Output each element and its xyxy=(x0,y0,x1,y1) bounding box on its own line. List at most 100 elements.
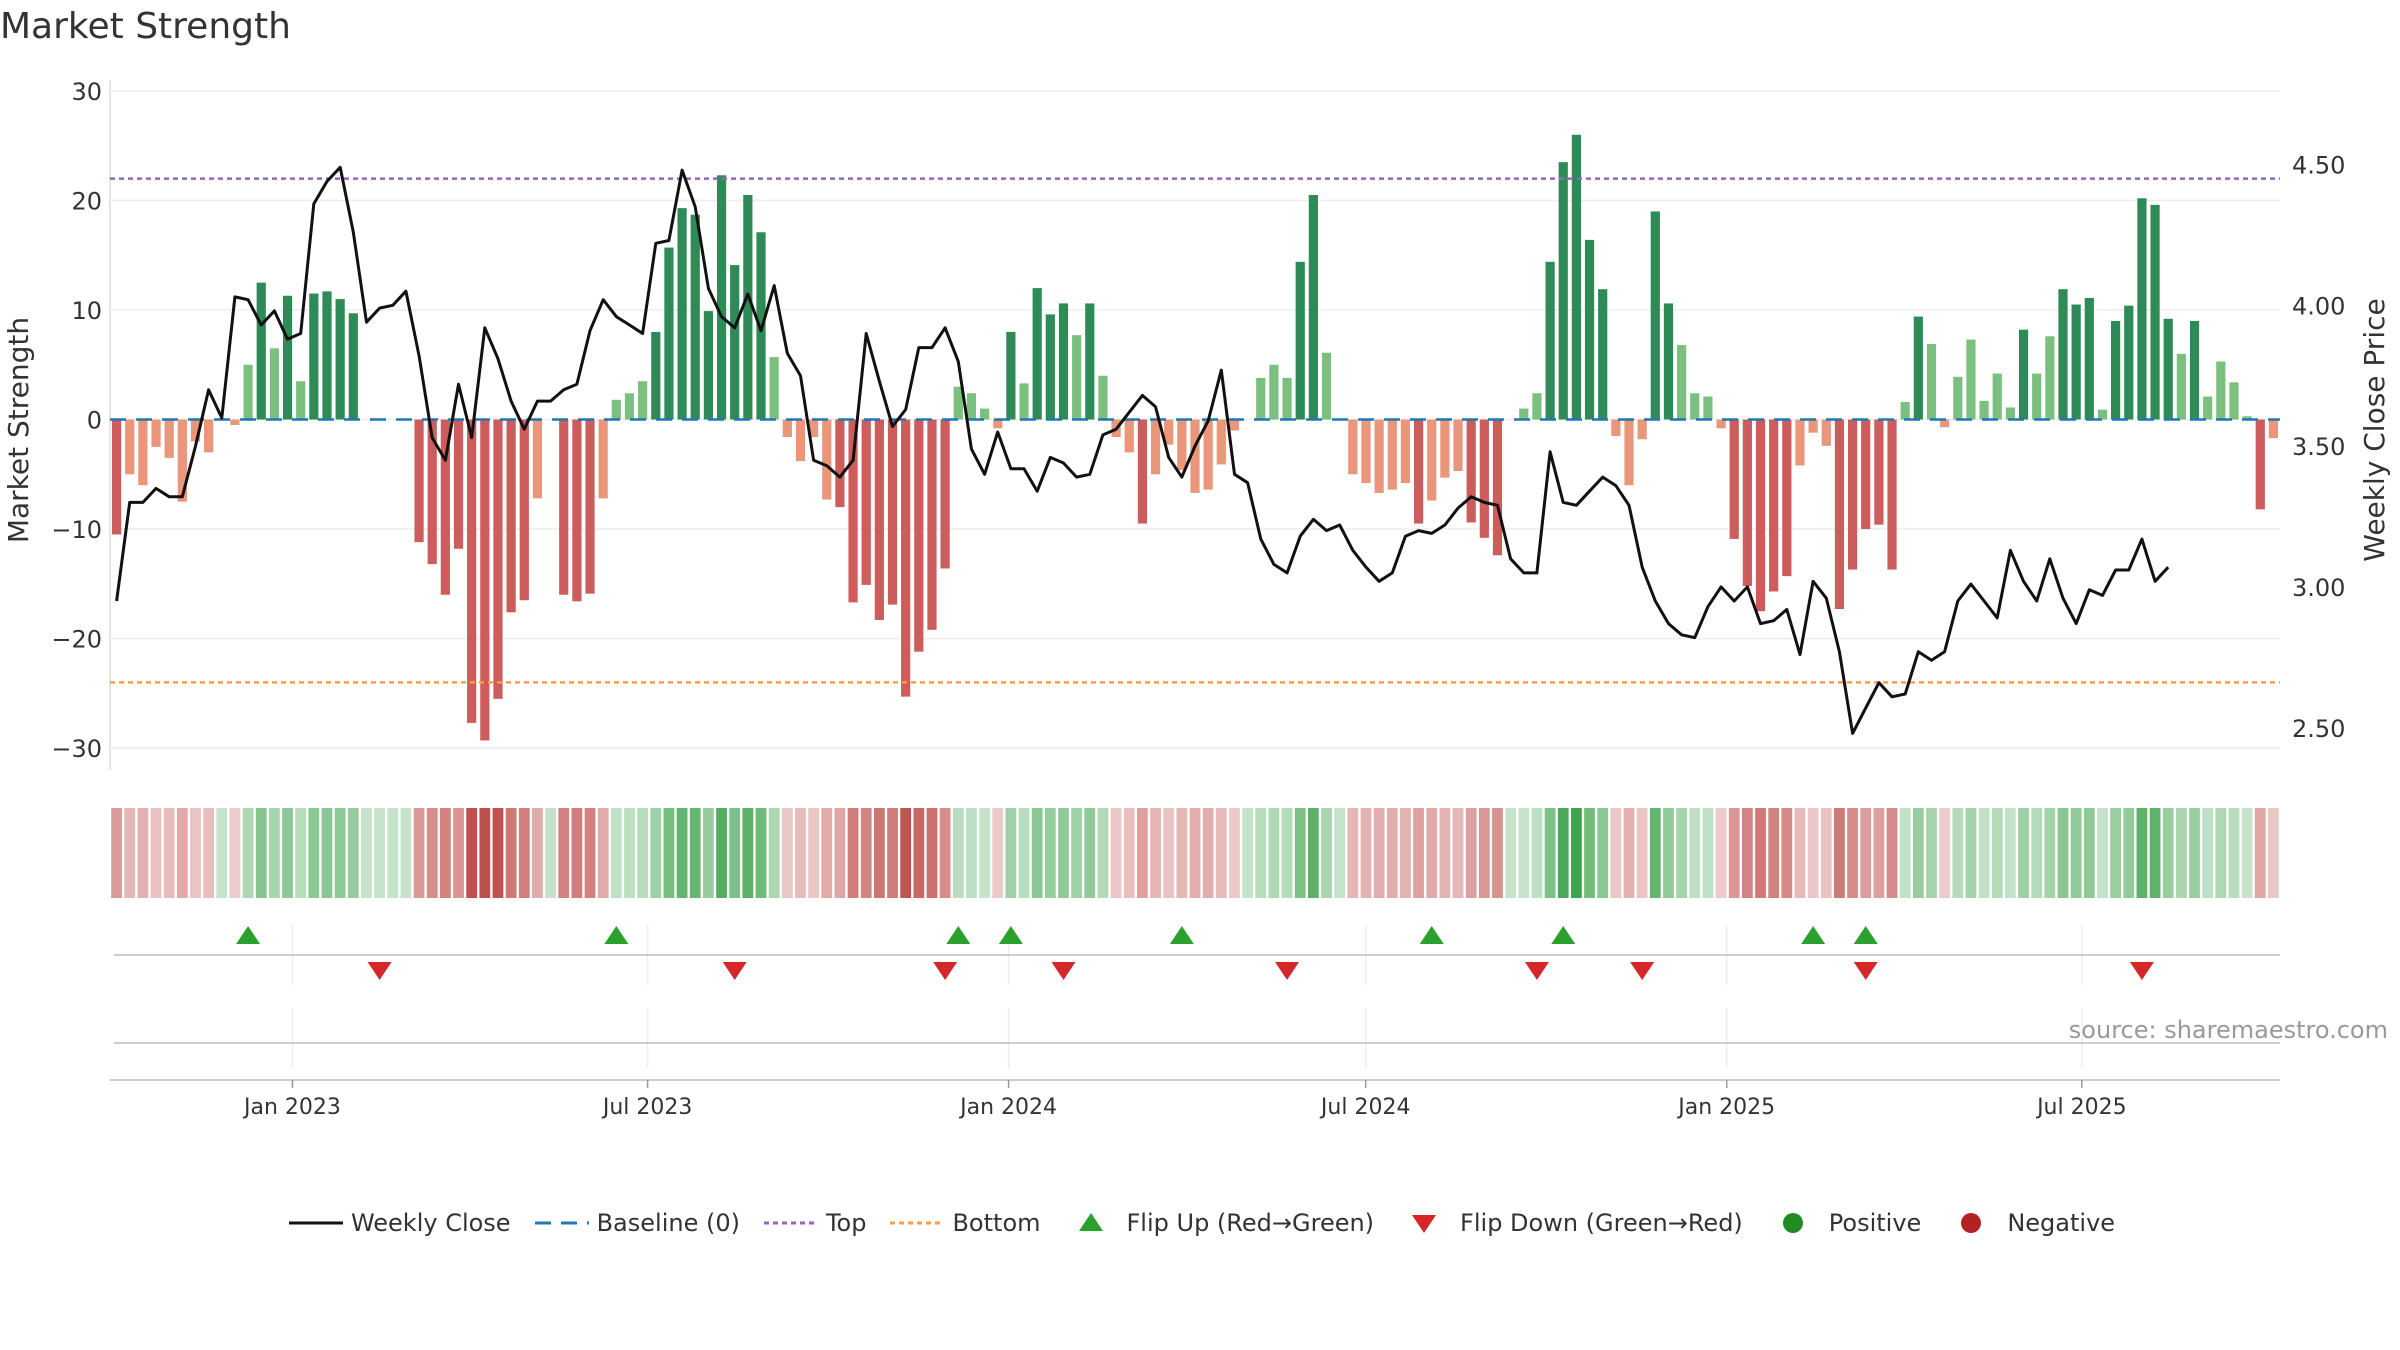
strength-bar xyxy=(1413,419,1424,524)
y-tick-label: 0 xyxy=(87,407,102,435)
strength-bar xyxy=(1677,345,1687,420)
strength-bar xyxy=(598,419,608,499)
strength-bar xyxy=(1650,211,1660,420)
strength-bar xyxy=(2058,289,2068,420)
heat-cell xyxy=(229,808,241,898)
heat-cell xyxy=(1636,808,1648,898)
heat-cell xyxy=(176,808,188,898)
strength-bar xyxy=(1387,419,1397,490)
flip-markers xyxy=(114,926,2280,1044)
y-tick-label: −20 xyxy=(51,626,102,654)
strength-bar xyxy=(2045,336,2055,420)
strength-bar xyxy=(493,419,503,699)
heat-cell xyxy=(1110,808,1122,898)
legend-label: Bottom xyxy=(952,1209,1041,1237)
strength-bar xyxy=(1006,331,1016,420)
strength-bar xyxy=(1729,419,1739,539)
strength-bar xyxy=(1571,134,1581,420)
strength-bar xyxy=(1887,419,1897,570)
strength-bar xyxy=(282,295,293,420)
heat-cell xyxy=(1807,808,1819,898)
legend-label: Flip Down (Green→Red) xyxy=(1460,1209,1743,1237)
heat-cell xyxy=(1281,808,1293,898)
strength-bar xyxy=(1032,288,1042,420)
strength-bar xyxy=(1492,419,1503,556)
strength-bar xyxy=(927,419,937,630)
heat-cell xyxy=(1899,808,1911,898)
strength-bar xyxy=(1479,419,1489,538)
heat-cell xyxy=(1018,808,1030,898)
strength-bar xyxy=(822,419,832,500)
heat-cell xyxy=(2162,808,2174,898)
heat-cell xyxy=(795,808,806,898)
strength-bar xyxy=(1216,419,1226,465)
heat-cell xyxy=(952,808,964,898)
heat-cell xyxy=(347,808,359,898)
heat-cell xyxy=(2268,808,2279,898)
weekly-close-line xyxy=(115,165,2170,735)
heat-cell xyxy=(1189,808,1201,898)
heat-cell xyxy=(2228,808,2240,898)
heat-cell xyxy=(308,808,320,898)
legend-label: Weekly Close xyxy=(350,1209,511,1237)
strength-bar xyxy=(1637,419,1647,440)
heat-cell xyxy=(1860,808,1872,898)
strength-bar xyxy=(1085,303,1095,420)
strength-bar xyxy=(1045,314,1055,420)
heat-cell xyxy=(650,808,662,898)
flip-up-marker xyxy=(1419,926,1444,944)
strength-bar xyxy=(1742,419,1752,586)
strength-bar xyxy=(1427,419,1437,501)
strength-bar xyxy=(743,195,753,420)
legend-top: Top xyxy=(760,1208,866,1238)
strength-bar xyxy=(427,419,437,565)
strength-bar xyxy=(1966,339,1976,420)
strength-bar xyxy=(887,419,898,605)
strength-bar xyxy=(2018,329,2029,420)
strength-bar xyxy=(111,419,122,535)
flip-down-marker xyxy=(933,962,958,980)
strength-bar xyxy=(1348,419,1358,475)
strength-bar xyxy=(2124,305,2134,420)
flip-down-marker xyxy=(2129,962,2154,980)
source-label: source: sharemaestro.com xyxy=(2069,1016,2388,1044)
strength-bar xyxy=(835,419,845,508)
strength-bar xyxy=(651,331,661,420)
x-tick-label: Jul 2025 xyxy=(2035,1095,2127,1120)
y2-tick-label: 4.50 xyxy=(2292,151,2345,179)
strength-bar xyxy=(2268,419,2279,439)
strength-bar xyxy=(901,419,911,697)
heat-cell xyxy=(269,808,280,898)
heat-cell xyxy=(2018,808,2029,898)
flip-up-marker xyxy=(1551,926,1576,944)
strength-bar xyxy=(1808,419,1818,433)
x-tick-label: Jul 2024 xyxy=(1319,1095,1411,1120)
strength-bar xyxy=(2150,204,2160,420)
strength-bar xyxy=(585,419,595,594)
triangle-up-icon xyxy=(1061,1208,1121,1238)
strength-bar xyxy=(177,419,187,502)
legend-flip-down: Flip Down (Green→Red) xyxy=(1394,1208,1743,1238)
strength-bar xyxy=(1611,419,1621,436)
strength-bar xyxy=(782,419,792,438)
heat-cell xyxy=(979,808,990,898)
heat-cell xyxy=(624,808,635,898)
legend-negative: Negative xyxy=(1941,1208,2115,1238)
strength-bar xyxy=(1992,373,2002,420)
strength-bar xyxy=(2163,318,2173,420)
heat-cell xyxy=(479,808,491,898)
heat-cell xyxy=(1768,808,1780,898)
heat-cell xyxy=(137,808,149,898)
heat-cell xyxy=(255,808,267,898)
strength-bar xyxy=(638,381,648,420)
heat-cell xyxy=(1255,808,1267,898)
heat-cell xyxy=(1597,808,1609,898)
heat-cell xyxy=(1005,808,1017,898)
heat-cell xyxy=(966,808,977,898)
triangle-down-icon xyxy=(1394,1208,1454,1238)
heat-cell xyxy=(860,808,872,898)
strength-bar xyxy=(335,299,345,420)
strength-bar xyxy=(1795,419,1805,466)
heat-cell xyxy=(1571,808,1582,898)
